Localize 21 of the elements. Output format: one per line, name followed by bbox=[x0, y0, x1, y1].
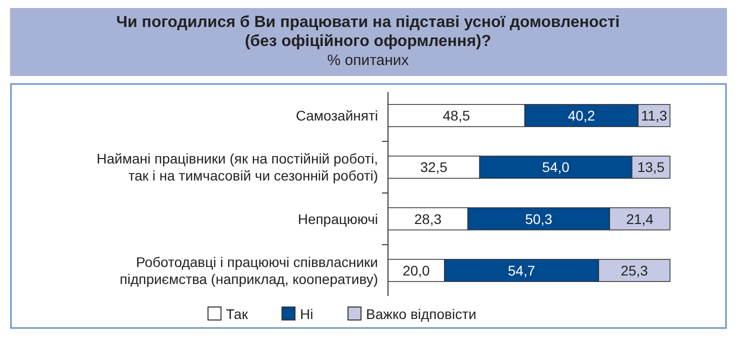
y-tick-label: Самозайняті bbox=[296, 108, 378, 124]
data-label: 54,0 bbox=[542, 159, 570, 176]
legend-label: Так bbox=[226, 306, 249, 322]
data-label: 28,3 bbox=[414, 210, 442, 227]
data-label: 13,5 bbox=[637, 159, 665, 176]
y-tick-label: Роботодавці і працюючі співвласники підприємства (наприклад, кооперативу) bbox=[120, 254, 378, 287]
data-label: 21,4 bbox=[626, 210, 654, 227]
data-label: 20,0 bbox=[402, 262, 430, 278]
data-label: 48,5 bbox=[442, 108, 470, 124]
data-label: 54,7 bbox=[508, 262, 536, 278]
data-label: 11,3 bbox=[640, 108, 668, 124]
data-label: 32,5 bbox=[420, 159, 448, 176]
chart-subtitle: % опитаних bbox=[327, 52, 410, 69]
chart-title: Чи погодилися б Ви працювати на підставі усної домовленості (без офіційного оформлення)? bbox=[116, 14, 620, 50]
data-label: 50,3 bbox=[525, 210, 553, 227]
legend-label: Важко відповісти bbox=[366, 306, 476, 322]
y-tick-label: Наймані працівники (як на постійній роботі, так і на тимчасовій чи сезонній роботі) bbox=[96, 150, 378, 184]
data-label: 25,3 bbox=[620, 262, 648, 278]
data-label: 40,2 bbox=[568, 108, 596, 124]
y-tick-label: Непрацюючі bbox=[298, 210, 378, 227]
legend-label: Ні bbox=[300, 306, 314, 322]
